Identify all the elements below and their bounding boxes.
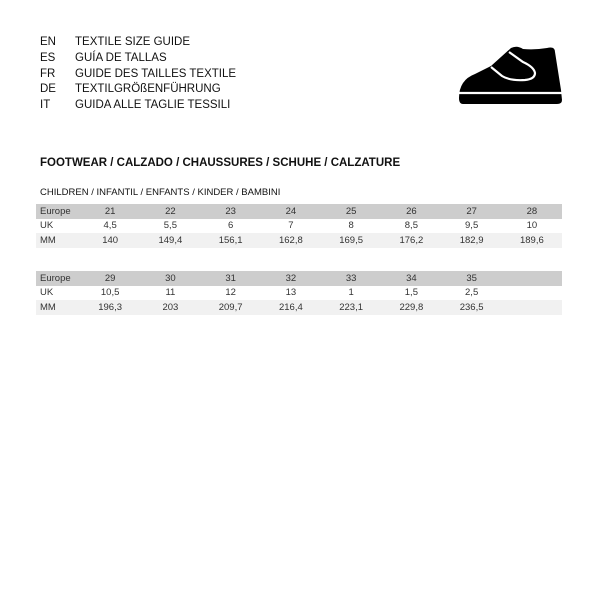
- table-cell: 1,5: [404, 287, 418, 299]
- table-cell: 10,5: [100, 287, 120, 299]
- row-label: UK: [40, 220, 54, 232]
- lang-de: DE TEXTILGRÖßENFÜHRUNG: [40, 82, 236, 98]
- table-cell: [502, 286, 562, 301]
- table-cell: 21: [104, 205, 116, 217]
- table-cell: [502, 271, 562, 286]
- table-cell: 140: [102, 234, 119, 246]
- table-cell: 28: [526, 205, 538, 217]
- table-cell: 23: [225, 205, 236, 217]
- lang-it: IT GUIDA ALLE TAGLIE TESSILI: [40, 98, 236, 114]
- table-cell: 182,9: [459, 234, 484, 246]
- language-titles: EN TEXTILE SIZE GUIDE ES GUÍA DE TALLAS FR…: [40, 35, 236, 114]
- table-cell: 216,4: [278, 301, 303, 313]
- table-cell: 8: [348, 220, 354, 232]
- table-cell: 223,1: [339, 301, 364, 313]
- table-cell: 31: [225, 272, 236, 284]
- lang-en: EN TEXTILE SIZE GUIDE: [40, 35, 236, 51]
- row-label: Europe: [40, 272, 71, 284]
- table-cell: 1: [348, 287, 354, 299]
- table-row-mm: MM 140 149,4 156,1 162,8 169,5 176,2 182,9 189,6: [36, 233, 562, 248]
- table-cell: 162,8: [278, 234, 303, 246]
- lang-code: EN: [40, 36, 56, 48]
- table-cell: 33: [345, 272, 357, 284]
- size-table-2: Europe 29 30 31 32 33 34 35 UK 10,5 11 12 13 1 1,5 2,5 M…: [36, 271, 562, 315]
- lang-title: GUIDE DES TAILLES TEXTILE: [75, 67, 237, 80]
- table-cell: 34: [406, 272, 417, 284]
- table-cell: 209,7: [218, 301, 243, 313]
- table-cell: 2,5: [465, 287, 479, 299]
- table-cell: 11: [165, 287, 176, 299]
- table-cell: 6: [227, 220, 234, 232]
- section-title: FOOTWEAR / CALZADO / CHAUSSURES / SCHUHE…: [40, 157, 401, 169]
- table-cell: 32: [285, 272, 297, 284]
- table-row-mm: MM 196,3 203 209,7 216,4 223,1 229,8 236,5: [36, 300, 562, 315]
- table-cell: 196,3: [98, 301, 123, 313]
- table-row-uk: UK 4,5 5,5 6 7 8 8,5 9,5 10: [36, 219, 562, 234]
- table-cell: 10: [526, 220, 538, 232]
- table-cell: 189,6: [519, 234, 544, 246]
- table-cell: 30: [165, 272, 176, 284]
- table-cell: 156,1: [218, 234, 243, 246]
- table-cell: 4,5: [103, 220, 117, 232]
- table-cell: [502, 300, 562, 315]
- table-cell: 229,8: [399, 301, 424, 313]
- lang-title: TEXTILE SIZE GUIDE: [75, 36, 191, 48]
- table-cell: 12: [225, 287, 236, 299]
- table-cell: 7: [288, 220, 294, 232]
- size-table-1: Europe 21 22 23 24 25 26 27 28 UK 4,5 5,5 6 7 8 8,5 9,5 1…: [36, 204, 562, 248]
- table-cell: 24: [285, 205, 297, 217]
- table-cell: 26: [406, 205, 417, 217]
- lang-es: ES GUÍA DE TALLAS: [40, 51, 236, 67]
- table-cell: 5,5: [163, 220, 177, 232]
- lang-code: FR: [40, 67, 56, 80]
- table-cell: 27: [466, 205, 477, 217]
- lang-code: ES: [40, 51, 56, 64]
- shoe-icon: [459, 46, 562, 104]
- table-cell: 236,5: [459, 301, 484, 313]
- row-label: MM: [40, 301, 56, 313]
- table-row-uk: UK 10,5 11 12 13 1 1,5 2,5: [36, 286, 562, 301]
- table-cell: 13: [285, 287, 297, 299]
- table-cell: 149,4: [158, 234, 183, 246]
- table-row-eu: Europe 21 22 23 24 25 26 27 28: [36, 204, 562, 219]
- table-cell: 176,2: [399, 234, 424, 246]
- table-cell: 203: [162, 301, 179, 313]
- table-cell: 169,5: [339, 234, 364, 246]
- table-cell: 9,5: [465, 220, 479, 232]
- row-label: Europe: [40, 205, 71, 217]
- row-label: MM: [40, 234, 56, 246]
- table-cell: 8,5: [404, 220, 418, 232]
- lang-title: GUIDA ALLE TAGLIE TESSILI: [75, 99, 231, 112]
- table-cell: 35: [466, 272, 477, 284]
- lang-code: IT: [40, 99, 51, 112]
- table-cell: 22: [165, 205, 176, 217]
- lang-title: GUÍA DE TALLAS: [75, 51, 167, 64]
- table-cell: 29: [104, 272, 116, 284]
- lang-fr: FR GUIDE DES TAILLES TEXTILE: [40, 67, 236, 83]
- table-cell: 25: [345, 205, 357, 217]
- lang-title: TEXTILGRÖßENFÜHRUNG: [75, 83, 221, 96]
- table-row-eu: Europe 29 30 31 32 33 34 35: [36, 271, 562, 286]
- row-label: UK: [40, 287, 54, 299]
- subsection-title: CHILDREN / INFANTIL / ENFANTS / KINDER /…: [40, 187, 281, 198]
- lang-code: DE: [40, 83, 56, 96]
